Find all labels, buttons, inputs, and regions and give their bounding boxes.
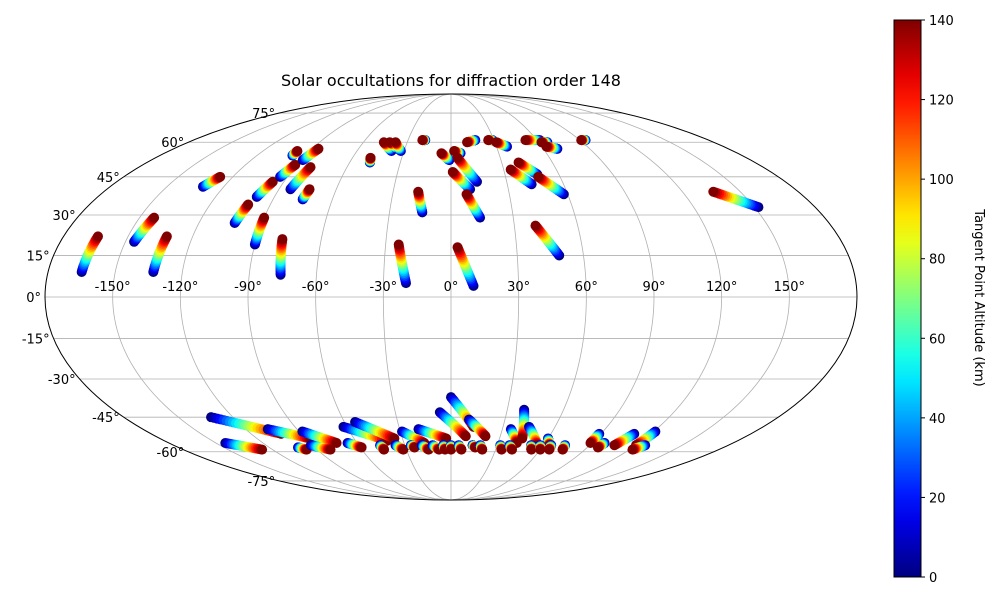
colorbar-tick-label: 100: [929, 173, 954, 188]
x-tick-label: 30°: [507, 280, 530, 295]
occultation-point: [161, 231, 172, 242]
occultation-point: [215, 171, 226, 182]
y-tick-labels: -75° -60° -45° -30° -15° 0° 15° 30° 45° 60° 75°: [22, 107, 275, 490]
occultation-point: [305, 162, 316, 173]
y-tick-label: 75°: [252, 107, 275, 122]
colorbar-tick-label: 40: [929, 412, 946, 427]
occultation-point: [325, 444, 336, 455]
x-tick-label: -30°: [369, 280, 397, 295]
occultation-point: [267, 176, 278, 187]
occultation-point: [393, 239, 404, 250]
occultation-point: [526, 444, 537, 455]
occultation-point: [517, 433, 528, 444]
occultation-point: [456, 444, 467, 455]
occultation-point: [557, 444, 568, 455]
occultation-point: [356, 442, 367, 453]
occultation-point: [462, 137, 473, 148]
y-tick-label: -75°: [247, 475, 275, 490]
occultation-point: [708, 186, 719, 197]
occultation-point: [480, 431, 491, 442]
y-tick-label: 30°: [53, 209, 76, 224]
y-tick-label: 0°: [26, 291, 41, 306]
occultation-point: [452, 152, 463, 163]
occultation-point: [609, 440, 620, 451]
x-tick-label: 90°: [642, 280, 665, 295]
colorbar-label: Tangent Point Altitude (km): [971, 208, 986, 386]
map-outline: [44, 93, 858, 501]
colorbar-tick-label: 60: [929, 332, 946, 347]
x-tick-label: 150°: [774, 280, 805, 295]
occultation-point: [447, 166, 458, 177]
occultation-point: [513, 157, 524, 168]
occultation-point: [331, 437, 342, 448]
chart-title: Solar occultations for diffraction order…: [281, 71, 621, 90]
x-tick-label: -150°: [95, 280, 131, 295]
colorbar-gradient: [893, 19, 922, 578]
occultation-point: [541, 141, 552, 152]
occultation-point: [304, 184, 315, 195]
x-tick-label: 0°: [444, 280, 459, 295]
occultation-point: [585, 437, 596, 448]
colorbar-tick-label: 20: [929, 491, 946, 506]
x-tick-label: -60°: [302, 280, 330, 295]
y-tick-label: 60°: [161, 136, 184, 151]
occultation-point: [149, 212, 160, 223]
occultation-point: [446, 444, 456, 455]
occultation-point: [390, 137, 401, 148]
occultation-point: [460, 431, 471, 442]
occultation-point: [379, 444, 390, 455]
occultation-point: [417, 135, 428, 146]
x-tick-labels: -150° -120° -90° -60° -30° 0° 30° 60° 90° 120° 150…: [95, 280, 805, 295]
x-tick-label: -120°: [162, 280, 198, 295]
data-points: [76, 135, 764, 455]
occultation-point: [257, 444, 268, 455]
occultation-point: [452, 242, 463, 253]
colorbar-tick-label: 120: [929, 94, 954, 109]
colorbar-ticks: 0 20 40 60 80 100 120 140: [921, 14, 954, 586]
y-tick-label: -15°: [22, 333, 50, 348]
occultation-point: [506, 444, 517, 455]
colorbar: 0 20 40 60 80 100 120 140 Tangent Point Altitud…: [893, 14, 986, 586]
occultation-point: [544, 444, 555, 455]
occultation-point: [530, 220, 541, 231]
occultation-point: [627, 444, 638, 455]
occultation-point: [461, 189, 472, 200]
occultation-point: [259, 212, 270, 223]
colorbar-tick-label: 80: [929, 253, 946, 268]
occultation-point: [290, 159, 301, 170]
y-tick-label: -30°: [48, 373, 76, 388]
occultation-point: [277, 234, 288, 245]
occultation-point: [313, 143, 324, 154]
x-tick-label: 120°: [706, 280, 737, 295]
occultation-point: [491, 137, 502, 148]
occultation-point: [292, 146, 303, 157]
y-tick-label: -45°: [92, 411, 120, 426]
y-tick-label: 15°: [27, 249, 50, 264]
colorbar-tick-label: 0: [929, 571, 937, 586]
occultation-point: [413, 186, 424, 197]
occultation-point: [398, 444, 409, 455]
occultation-point: [520, 135, 531, 146]
colorbar-tick-label: 140: [929, 14, 954, 29]
x-tick-label: 60°: [575, 280, 598, 295]
occultation-point: [436, 148, 447, 159]
occultation-point: [576, 135, 587, 146]
occultation-point: [243, 199, 254, 210]
occultation-point: [505, 164, 516, 175]
x-tick-label: -90°: [234, 280, 262, 295]
y-tick-label: -60°: [157, 446, 185, 461]
occultation-point: [365, 152, 376, 163]
occultation-point: [592, 442, 603, 453]
occultation-point: [533, 171, 544, 182]
y-tick-label: 45°: [97, 171, 120, 186]
occultation-point: [92, 231, 103, 242]
occultation-point: [483, 135, 494, 146]
occultation-point: [477, 444, 488, 455]
occultation-point: [496, 444, 507, 455]
occultation-point: [535, 444, 546, 455]
